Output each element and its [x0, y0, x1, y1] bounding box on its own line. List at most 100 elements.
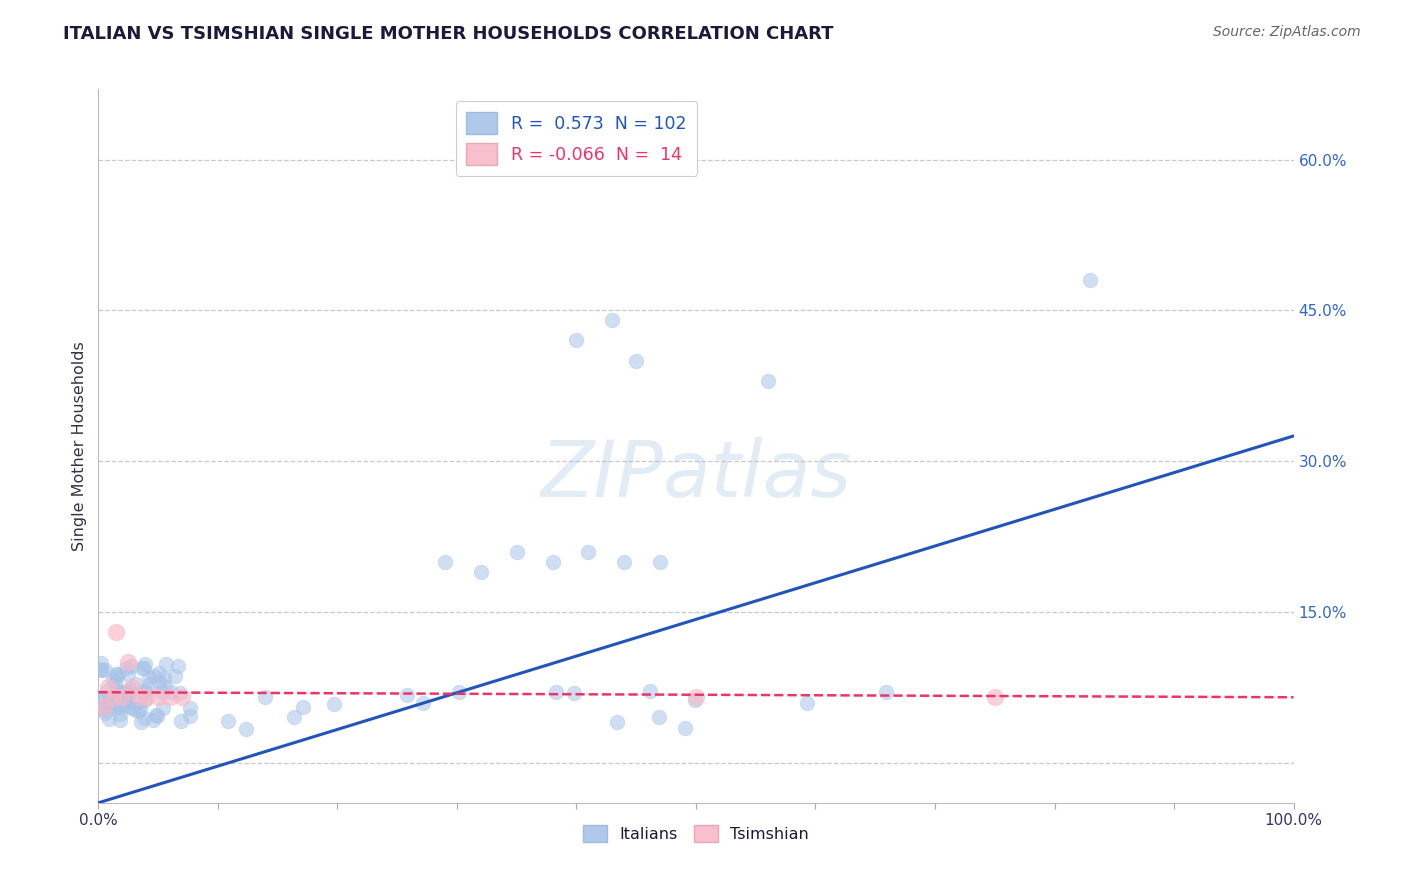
- Point: [108, 700, 131, 714]
- Point: [98, 712, 121, 726]
- Text: Source: ZipAtlas.com: Source: ZipAtlas.com: [1213, 25, 1361, 39]
- Point: [544, 684, 567, 698]
- Point: [138, 669, 160, 683]
- Point: [170, 714, 193, 728]
- Point: [235, 722, 257, 736]
- Point: [434, 555, 457, 569]
- Point: [148, 690, 170, 705]
- Point: [121, 680, 143, 694]
- Point: [96, 684, 118, 698]
- Point: [153, 679, 176, 693]
- Point: [120, 658, 142, 673]
- Point: [118, 686, 141, 700]
- Point: [117, 655, 139, 669]
- Point: [105, 624, 128, 639]
- Point: [160, 685, 183, 699]
- Point: [673, 721, 696, 735]
- Point: [142, 669, 165, 683]
- Point: [111, 698, 134, 712]
- Point: [104, 677, 127, 691]
- Point: [101, 690, 124, 705]
- Point: [134, 693, 156, 707]
- Point: [796, 696, 818, 710]
- Point: [107, 670, 129, 684]
- Point: [114, 696, 136, 710]
- Point: [541, 555, 564, 569]
- Point: [163, 669, 186, 683]
- Point: [97, 680, 120, 694]
- Point: [110, 714, 132, 728]
- Point: [128, 695, 150, 709]
- Point: [153, 672, 176, 686]
- Point: [93, 700, 115, 714]
- Point: [125, 677, 148, 691]
- Point: [134, 660, 156, 674]
- Point: [108, 706, 131, 721]
- Point: [683, 692, 706, 706]
- Point: [626, 353, 648, 368]
- Point: [648, 555, 672, 569]
- Point: [101, 673, 124, 687]
- Point: [217, 714, 239, 728]
- Point: [323, 697, 346, 711]
- Point: [150, 685, 173, 699]
- Point: [105, 666, 128, 681]
- Point: [139, 677, 162, 691]
- Point: [253, 690, 276, 705]
- Point: [141, 713, 163, 727]
- Point: [169, 685, 191, 699]
- Point: [640, 683, 662, 698]
- Point: [132, 685, 155, 699]
- Point: [172, 690, 194, 705]
- Point: [648, 710, 671, 724]
- Point: [94, 706, 117, 720]
- Point: [110, 693, 132, 707]
- Point: [613, 555, 636, 569]
- Point: [114, 698, 136, 713]
- Point: [470, 565, 492, 579]
- Text: ZIPatlas: ZIPatlas: [540, 436, 852, 513]
- Point: [129, 690, 152, 705]
- Point: [104, 700, 127, 714]
- Point: [93, 701, 115, 715]
- Point: [96, 698, 118, 712]
- Point: [756, 374, 779, 388]
- Point: [91, 690, 114, 705]
- Point: [145, 708, 167, 723]
- Point: [606, 714, 628, 729]
- Point: [167, 659, 190, 673]
- Point: [984, 690, 1007, 705]
- Point: [90, 656, 112, 670]
- Point: [134, 682, 156, 697]
- Point: [127, 704, 149, 718]
- Point: [506, 544, 529, 558]
- Point: [132, 711, 155, 725]
- Point: [131, 661, 153, 675]
- Point: [114, 661, 136, 675]
- Point: [875, 685, 897, 699]
- Point: [111, 690, 134, 705]
- Point: [565, 334, 588, 348]
- Point: [103, 698, 125, 713]
- Point: [602, 313, 624, 327]
- Point: [447, 685, 470, 699]
- Point: [120, 681, 142, 696]
- Point: [564, 686, 586, 700]
- Point: [107, 667, 129, 681]
- Point: [122, 701, 145, 715]
- Point: [91, 690, 114, 704]
- Point: [412, 697, 434, 711]
- Point: [152, 701, 174, 715]
- Point: [117, 684, 139, 698]
- Point: [90, 700, 112, 714]
- Point: [129, 702, 152, 716]
- Point: [110, 684, 132, 698]
- Text: ITALIAN VS TSIMSHIAN SINGLE MOTHER HOUSEHOLDS CORRELATION CHART: ITALIAN VS TSIMSHIAN SINGLE MOTHER HOUSE…: [63, 25, 834, 43]
- Point: [283, 709, 305, 723]
- Point: [685, 690, 707, 705]
- Point: [117, 666, 139, 681]
- Y-axis label: Single Mother Households: Single Mother Households: [72, 341, 87, 551]
- Point: [146, 709, 169, 723]
- Point: [90, 662, 112, 676]
- Point: [578, 544, 600, 558]
